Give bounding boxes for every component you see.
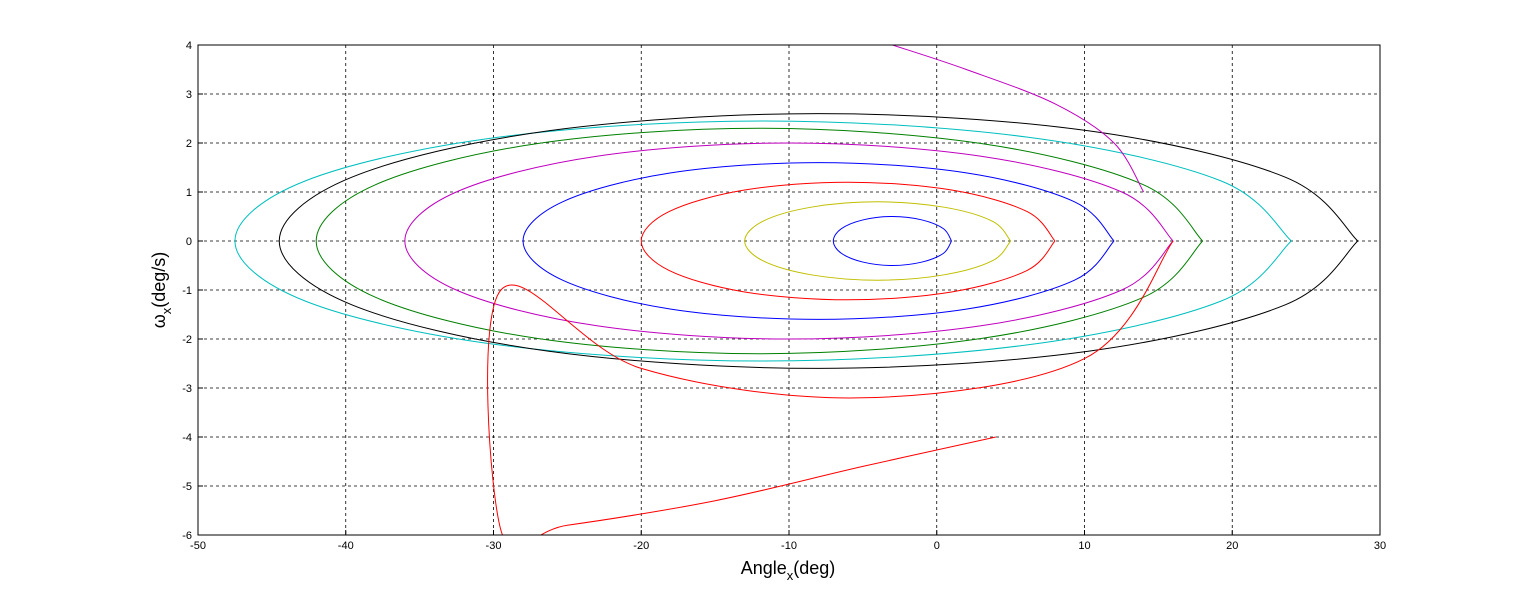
trajectory — [892, 45, 1145, 193]
x-tick-label: -30 — [486, 540, 502, 552]
x-axis-label: Anglex(deg) — [741, 558, 836, 583]
trajectory — [832, 215, 952, 267]
x-tick-label: -10 — [781, 540, 797, 552]
x-label-sub: x — [787, 568, 794, 583]
y-tick-label: -6 — [182, 530, 192, 542]
x-tick-label: 30 — [1374, 540, 1386, 552]
x-tick-label: 0 — [934, 540, 940, 552]
trajectory — [234, 120, 1292, 362]
x-label-unit: (deg) — [793, 558, 835, 578]
y-label-sub: x — [159, 307, 174, 314]
x-tick-label: -50 — [190, 540, 206, 552]
trajectory — [744, 201, 1012, 281]
plot-frame — [197, 44, 1381, 536]
y-tick-label: -1 — [182, 285, 192, 297]
trajectory — [640, 181, 1056, 301]
y-tick-label: 2 — [186, 138, 192, 150]
x-label-main: Angle — [741, 558, 787, 578]
y-tick-label: -4 — [182, 432, 192, 444]
y-tick-label: -2 — [182, 334, 192, 346]
y-tick-label: 4 — [186, 40, 192, 52]
y-tick-label: 0 — [186, 236, 192, 248]
y-tick-label: 3 — [186, 89, 192, 101]
trajectory — [404, 142, 1174, 340]
trajectory — [487, 240, 1174, 535]
x-tick-label: -40 — [338, 540, 354, 552]
y-label-unit: (deg/s) — [149, 252, 169, 308]
y-label-main: ω — [149, 314, 169, 328]
y-tick-label: -3 — [182, 383, 192, 395]
series-group — [234, 45, 1359, 535]
trajectory — [278, 113, 1359, 369]
trajectory — [315, 127, 1204, 355]
trajectory — [522, 162, 1115, 320]
y-axis-label: ωx(deg/s) — [149, 252, 174, 329]
y-tick-label: 1 — [186, 187, 192, 199]
y-tick-label: -5 — [182, 481, 192, 493]
x-tick-label: -20 — [633, 540, 649, 552]
x-tick-label: 20 — [1226, 540, 1238, 552]
x-tick-label: 10 — [1078, 540, 1090, 552]
